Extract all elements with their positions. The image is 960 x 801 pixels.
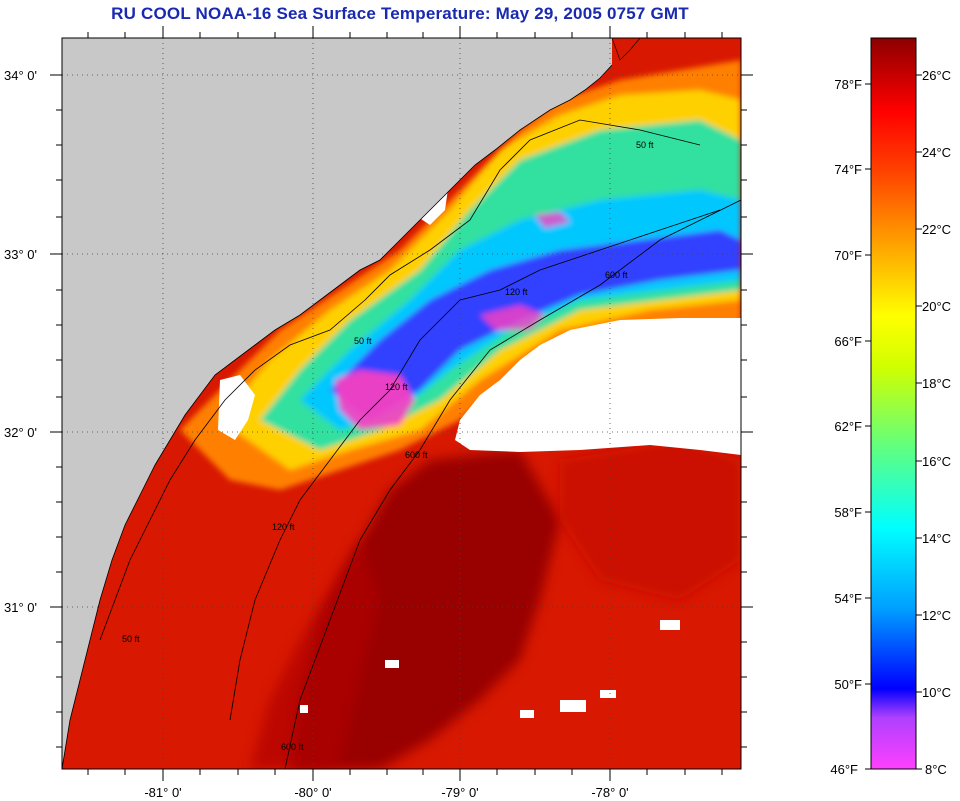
contour-label-120ft-c: 120 ft <box>272 522 295 532</box>
grid-lines <box>62 38 741 769</box>
c-label-10: 10°C <box>922 685 951 700</box>
sst-map <box>62 38 741 769</box>
color-gradient <box>870 37 917 770</box>
bathymetry-contours <box>99 119 741 769</box>
c-label-26: 26°C <box>922 68 951 83</box>
f-label-46: 46°F <box>830 762 858 777</box>
cool-shelf-waters <box>180 60 741 490</box>
lon-label-78: -78° 0' <box>591 785 628 800</box>
contour-label-50ft-a: 50 ft <box>636 140 654 150</box>
axis-ticks <box>50 26 753 781</box>
f-label-62: 62°F <box>834 419 862 434</box>
colorbar-ticks <box>865 74 922 770</box>
contour-label-600ft-a: 600 ft <box>605 270 628 280</box>
map-frame <box>61 37 742 770</box>
c-label-12: 12°C <box>922 608 951 623</box>
coastline <box>62 64 613 769</box>
chart-title: RU COOL NOAA-16 Sea Surface Temperature:… <box>111 4 689 23</box>
color-scale-bar: 78°F 74°F 70°F 66°F 62°F 58°F 54°F 50°F … <box>830 37 951 777</box>
f-label-70: 70°F <box>834 248 862 263</box>
c-label-8: 8°C <box>925 762 947 777</box>
c-label-24: 24°C <box>922 145 951 160</box>
lat-label-34: 34° 0' <box>4 68 37 83</box>
c-label-22: 22°C <box>922 222 951 237</box>
contour-label-600ft-c: 600 ft <box>281 742 304 752</box>
lon-label-81: -81° 0' <box>144 785 181 800</box>
lat-label-32: 32° 0' <box>4 425 37 440</box>
lat-label-31: 31° 0' <box>4 600 37 615</box>
lon-label-80: -80° 0' <box>294 785 331 800</box>
f-label-58: 58°F <box>834 505 862 520</box>
f-label-50: 50°F <box>834 677 862 692</box>
f-label-74: 74°F <box>834 162 862 177</box>
c-label-20: 20°C <box>922 299 951 314</box>
lon-label-79: -79° 0' <box>441 785 478 800</box>
contour-label-120ft-b: 120 ft <box>385 382 408 392</box>
c-label-16: 16°C <box>922 454 951 469</box>
land-mass <box>62 38 612 769</box>
lat-label-33: 33° 0' <box>4 247 37 262</box>
f-label-66: 66°F <box>834 334 862 349</box>
contour-label-120ft-a: 120 ft <box>505 287 528 297</box>
contour-label-50ft-c: 50 ft <box>122 634 140 644</box>
c-label-14: 14°C <box>922 531 951 546</box>
f-label-78: 78°F <box>834 77 862 92</box>
c-label-18: 18°C <box>922 376 951 391</box>
contour-label-600ft-b: 600 ft <box>405 450 428 460</box>
f-label-54: 54°F <box>834 591 862 606</box>
contour-label-50ft-b: 50 ft <box>354 336 372 346</box>
